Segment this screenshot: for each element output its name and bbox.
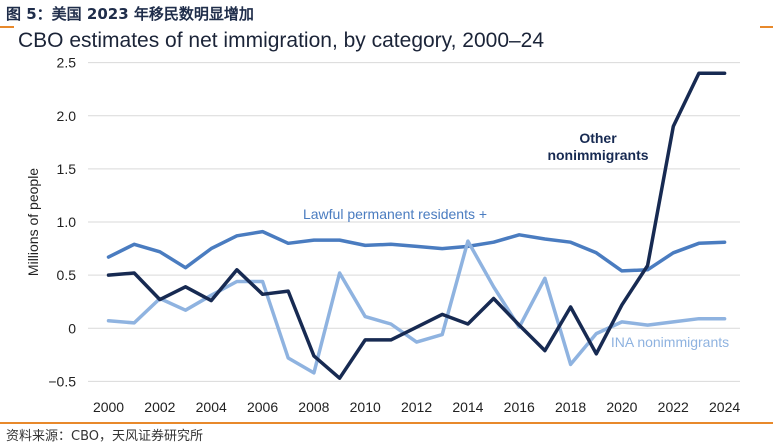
chart-title: CBO estimates of net immigration, by cat…: [18, 29, 545, 52]
y-tick-label: −0.5: [48, 373, 76, 389]
bottom-rule: [0, 422, 773, 424]
top-rule-right: [760, 26, 773, 28]
x-tick-label: 2024: [709, 399, 740, 415]
figure-label: 图 5：美国 2023 年移民数明显增加: [6, 5, 254, 23]
y-tick-label: 0.5: [57, 267, 77, 283]
x-tick-label: 2010: [350, 399, 381, 415]
y-tick-label: 1.5: [57, 161, 77, 177]
y-tick-label: 2.5: [57, 55, 77, 71]
series-label-lpr: Lawful permanent residents +: [303, 206, 487, 222]
x-tick-label: 2004: [196, 399, 227, 415]
x-tick-label: 2000: [93, 399, 124, 415]
top-rule-left: [0, 26, 14, 28]
series-line-other: [106, 71, 727, 380]
source-note: 资料来源：CBO，天风证券研究所: [6, 429, 203, 444]
x-tick-label: 2008: [298, 399, 329, 415]
x-tick-label: 2018: [555, 399, 586, 415]
y-axis-label: Millions of people: [25, 168, 41, 276]
x-tick-label: 2012: [401, 399, 432, 415]
y-tick-label: 0: [68, 320, 76, 336]
x-tick-label: 2006: [247, 399, 278, 415]
series-label-ina: INA nonimmigrants: [611, 334, 729, 350]
x-tick-label: 2016: [504, 399, 535, 415]
x-tick-label: 2002: [144, 399, 175, 415]
x-tick-label: 2020: [606, 399, 637, 415]
x-tick-label: 2014: [452, 399, 483, 415]
series-line-lpr: [106, 229, 727, 273]
series-label-other: Other: [579, 130, 617, 146]
series-line-ina: [106, 239, 727, 375]
series-label-other: nonimmigrants: [547, 147, 648, 163]
y-tick-label: 1.0: [57, 214, 77, 230]
x-tick-label: 2022: [658, 399, 689, 415]
y-tick-label: 2.0: [57, 108, 77, 124]
